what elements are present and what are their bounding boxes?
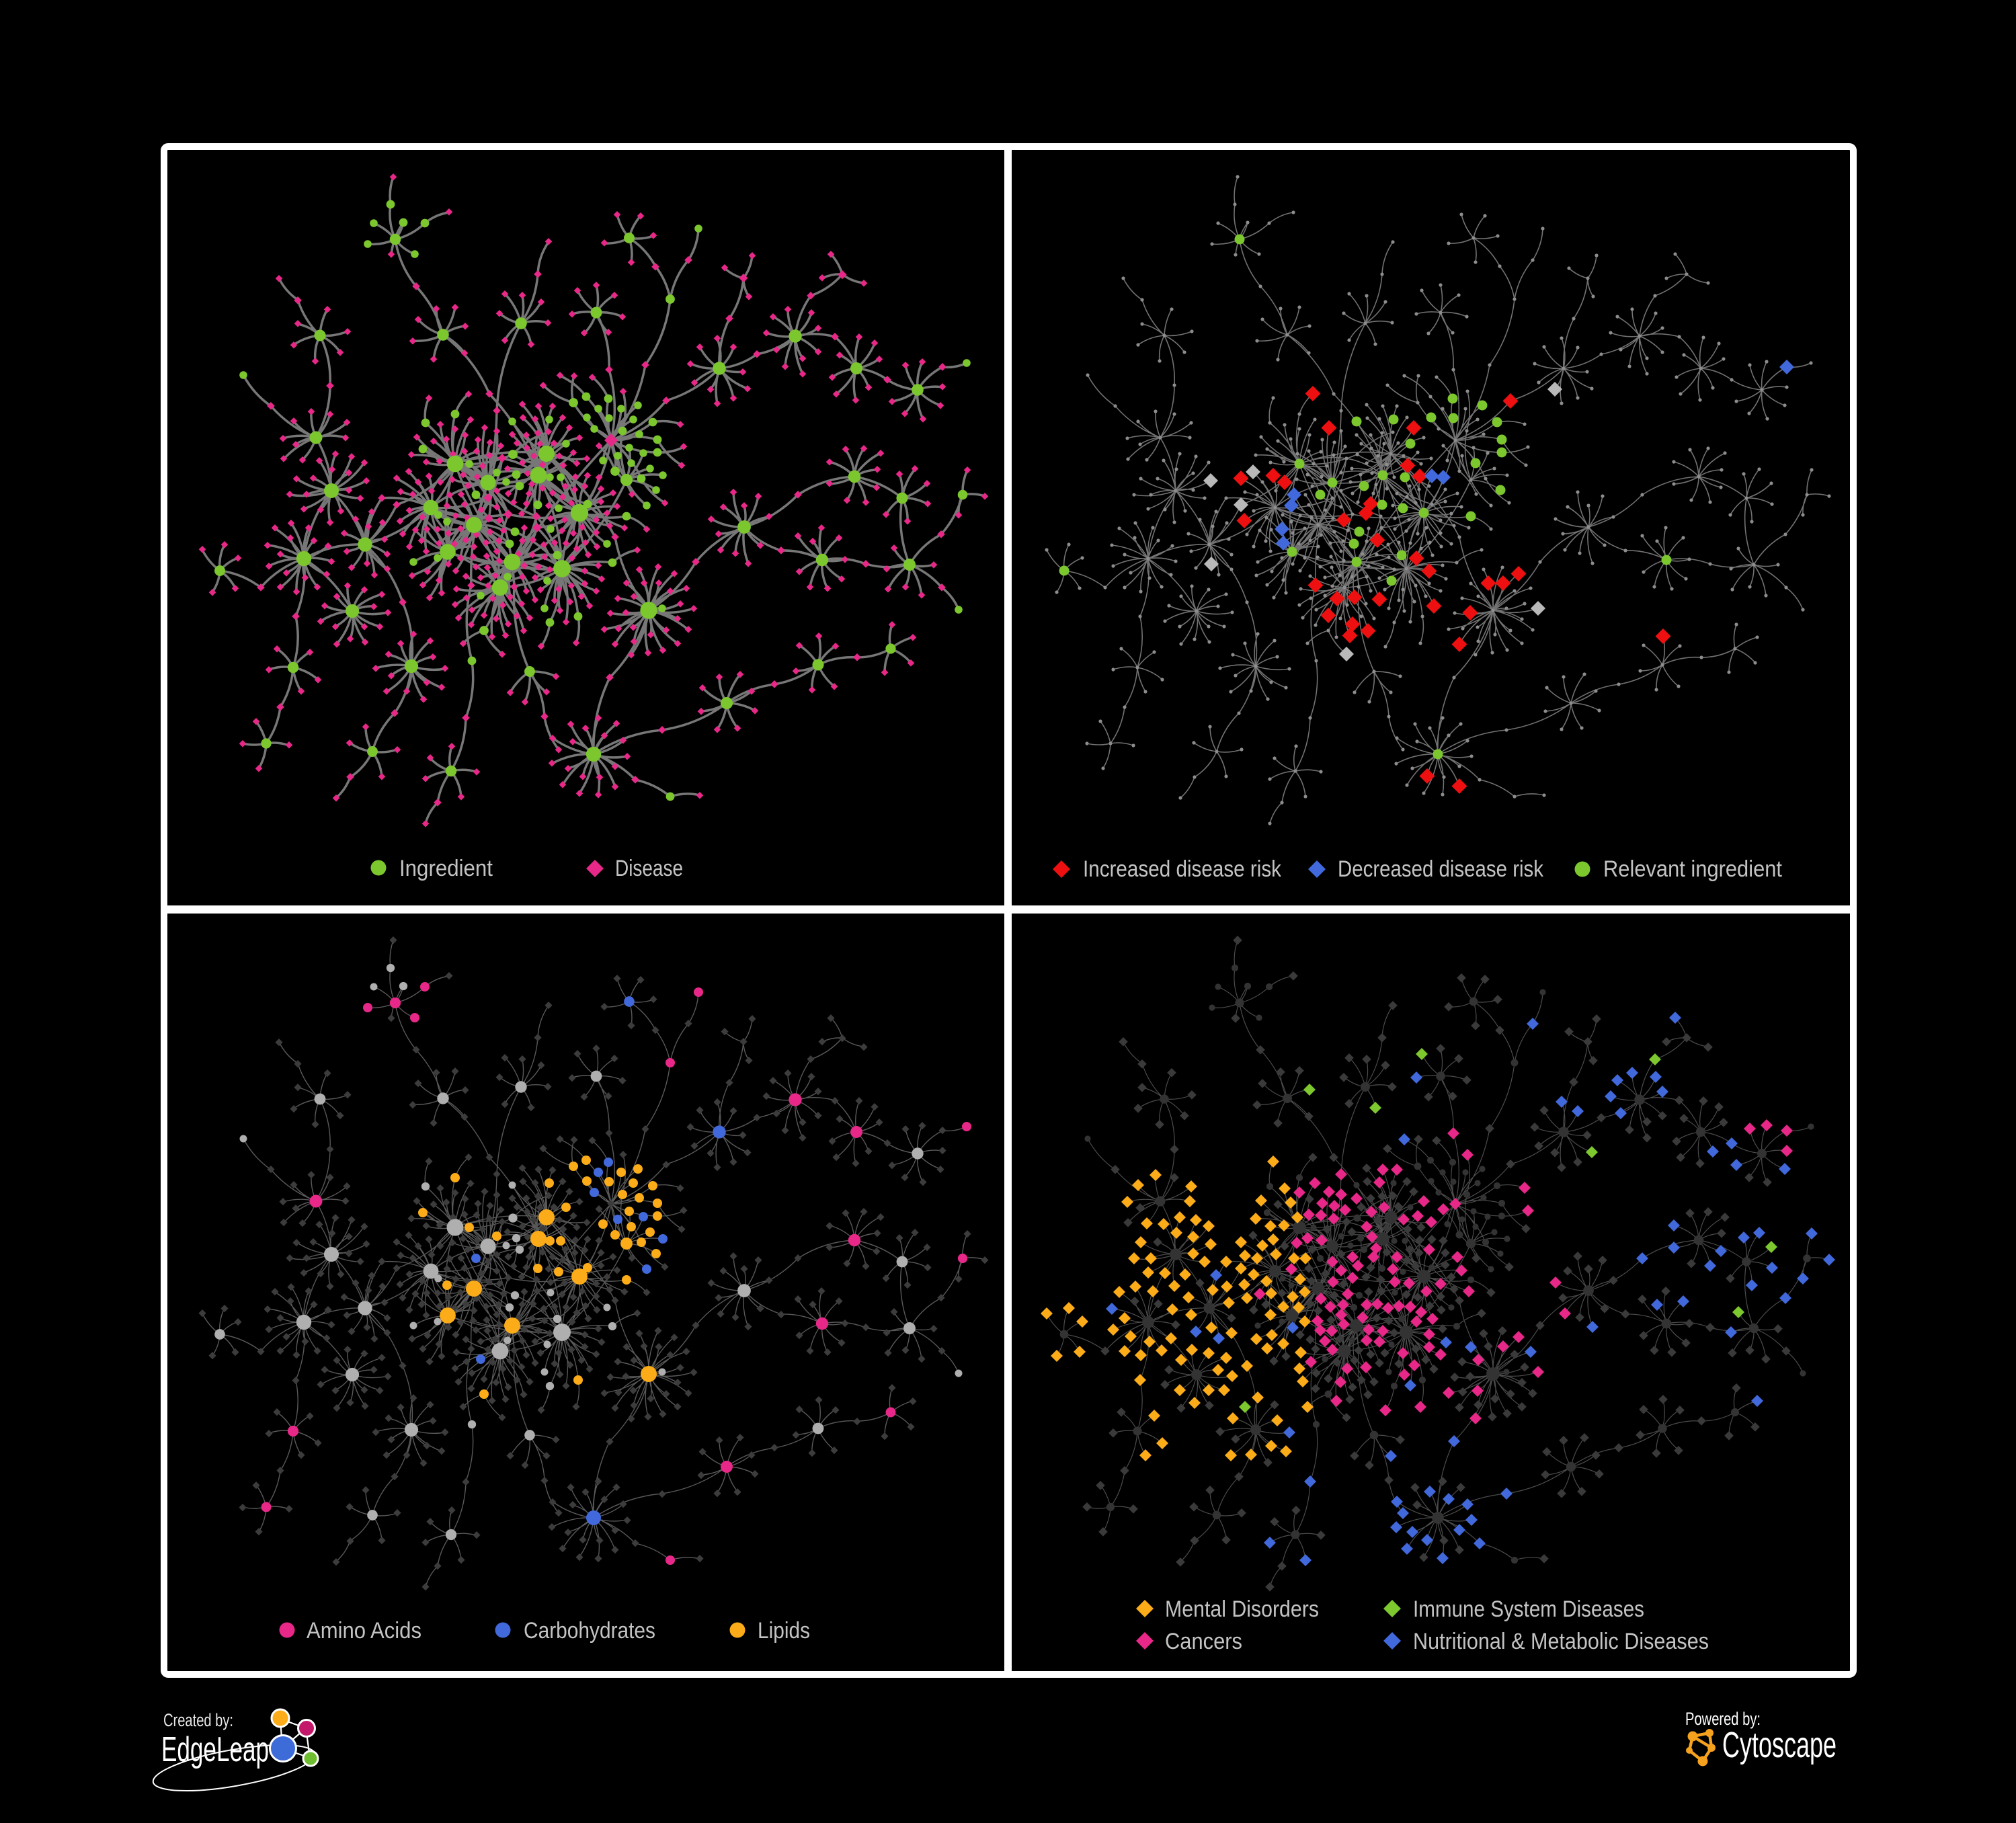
svg-text:Amino Acids: Amino Acids — [307, 1618, 421, 1644]
svg-text:Disease: Disease — [615, 856, 683, 881]
svg-text:Decreased disease risk: Decreased disease risk — [1338, 856, 1544, 882]
svg-text:Nutritional & Metabolic Diseas: Nutritional & Metabolic Diseases — [1413, 1629, 1709, 1654]
svg-text:EdgeLeap: EdgeLeap — [161, 1730, 269, 1769]
svg-text:Mental Disorders: Mental Disorders — [1165, 1596, 1319, 1622]
svg-text:Ingredient: Ingredient — [399, 856, 493, 881]
svg-text:Carbohydrates: Carbohydrates — [524, 1618, 655, 1644]
svg-text:Cancers: Cancers — [1165, 1629, 1242, 1654]
svg-text:Immune System Diseases: Immune System Diseases — [1413, 1596, 1644, 1622]
svg-text:Increased disease risk: Increased disease risk — [1083, 856, 1282, 882]
svg-text:Cytoscape: Cytoscape — [1722, 1725, 1837, 1765]
svg-text:Relevant ingredient: Relevant ingredient — [1603, 856, 1783, 882]
svg-text:Powered by:: Powered by: — [1685, 1709, 1761, 1729]
svg-text:Created by:: Created by: — [163, 1710, 233, 1730]
svg-text:Lipids: Lipids — [758, 1618, 810, 1644]
